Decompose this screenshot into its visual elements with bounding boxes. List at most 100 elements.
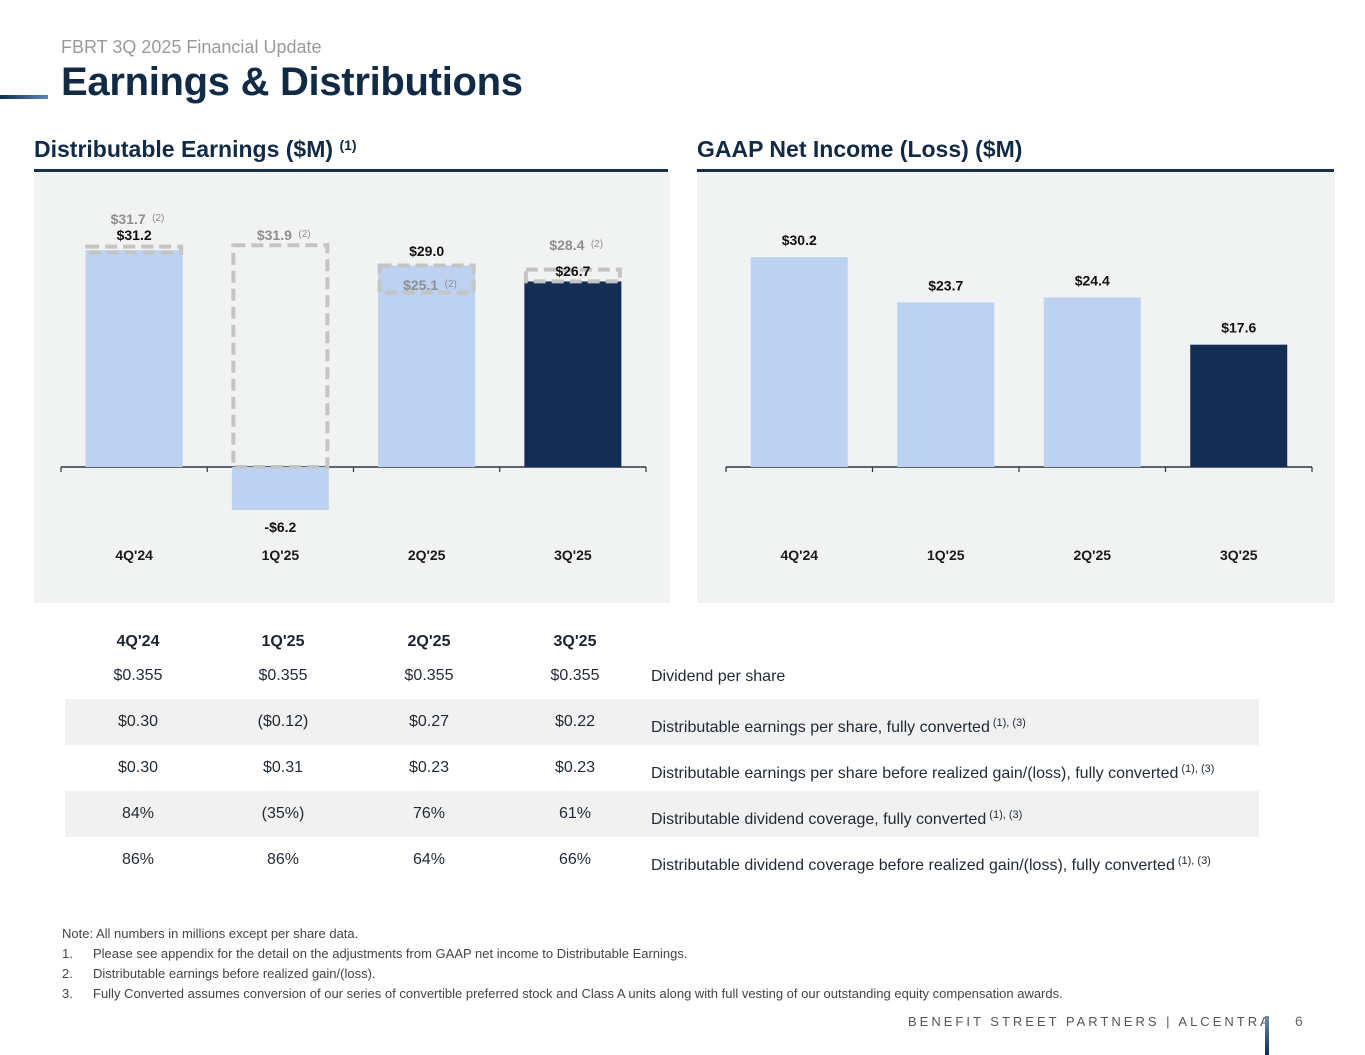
- table-header-3q25: 3Q'25: [553, 633, 597, 650]
- outline-value-label: $31.7: [111, 211, 146, 227]
- bar: [378, 265, 476, 467]
- table-cell: $0.30: [117, 759, 159, 776]
- footnote-number: 3.: [62, 986, 73, 1001]
- table-cell: $0.31: [262, 759, 304, 776]
- table-cell: $0.27: [408, 713, 450, 730]
- table-cell: $0.355: [404, 667, 454, 684]
- table-header-4q24: 4Q'24: [116, 633, 160, 650]
- bar-value-label: $29.0: [409, 243, 444, 259]
- footer-brand: BENEFIT STREET PARTNERS | ALCENTRA: [908, 1014, 1272, 1029]
- x-tick-label: 1Q'25: [262, 547, 300, 563]
- table-cell: 64%: [412, 851, 446, 868]
- table-row: $0.30 ($0.12) $0.27 $0.22 Distributable earn…: [65, 699, 1259, 745]
- title-accent-line: [0, 95, 48, 99]
- outline-footnote: (2): [298, 229, 310, 240]
- footnote-text: Please see appendix for the detail on th…: [93, 946, 688, 961]
- table-cell: ($0.12): [257, 713, 309, 730]
- bar-value-label: $31.2: [117, 227, 152, 243]
- outline-bar: [231, 243, 330, 469]
- table-cell: 86%: [121, 851, 155, 868]
- outline-value-label: $25.1: [403, 277, 438, 293]
- distributable-earnings-heading: Distributable Earnings ($M) (1): [34, 136, 357, 163]
- table-cell: $0.30: [117, 713, 159, 730]
- table-cell: $0.22: [554, 713, 596, 730]
- section-rule-left: [34, 169, 668, 172]
- row-label: Dividend per share: [651, 653, 785, 699]
- x-tick-label: 2Q'25: [408, 547, 446, 563]
- row-label-text: Dividend per share: [651, 668, 786, 685]
- presentation-subtitle: FBRT 3Q 2025 Financial Update: [61, 37, 322, 57]
- table-header-2q25: 2Q'25: [407, 633, 451, 650]
- outline-value-label: $28.4: [549, 237, 584, 253]
- footnote-3: 3. Fully Converted assumes conversion of …: [62, 984, 1063, 1004]
- outline-footnote: (2): [152, 213, 164, 224]
- outline-value-label: $31.9: [257, 227, 292, 243]
- table-cell: $0.355: [550, 667, 600, 684]
- footnote-number: 2.: [62, 966, 73, 981]
- table-cell: $0.355: [113, 667, 163, 684]
- bar-value-label: $26.7: [555, 263, 590, 279]
- table-cell: 61%: [558, 805, 592, 822]
- section-rule-right: [697, 169, 1334, 172]
- gaap-net-income-chart: 4Q'24 $30.2 1Q'25 $23.7 2Q'25 $24.4 3Q'25 $17.6: [725, 232, 1313, 563]
- bar-value-label: $30.2: [782, 232, 817, 248]
- bar-value-label: $23.7: [928, 277, 963, 293]
- footer-accent-bar: [1265, 1016, 1269, 1055]
- table-cell: 76%: [412, 805, 446, 822]
- footnote-2: 2. Distributable earnings before realized…: [62, 964, 1063, 984]
- row-label-footnote: (1), (3): [1177, 855, 1211, 867]
- bar-value-label: -$6.2: [264, 519, 296, 535]
- outline-footnote: (2): [445, 279, 457, 290]
- outline-footnote: (2): [591, 239, 603, 250]
- row-label: Distributable dividend coverage before r…: [651, 837, 1211, 883]
- row-label-text: Distributable dividend coverage before r…: [651, 857, 1175, 874]
- bar: [897, 302, 995, 467]
- x-tick-label: 1Q'25: [927, 547, 965, 563]
- gaap-net-income-title: GAAP Net Income (Loss) ($M): [697, 136, 1023, 162]
- x-tick-label: 4Q'24: [780, 547, 818, 563]
- bar: [1190, 344, 1288, 467]
- outline-bar: [523, 267, 622, 284]
- bar: [750, 257, 848, 467]
- table-cell: 86%: [266, 851, 300, 868]
- bar: [231, 467, 329, 511]
- footnote-1: 1. Please see appendix for the detail on …: [62, 944, 1063, 964]
- row-label-text: Distributable earnings per share, fully …: [651, 719, 990, 736]
- row-label: Distributable earnings per share before …: [651, 745, 1214, 791]
- table-row: $0.355 $0.355 $0.355 $0.355 Dividend per sha…: [65, 653, 1259, 699]
- bar: [524, 281, 622, 467]
- row-label: Distributable dividend coverage, fully c…: [651, 791, 1022, 837]
- x-tick-label: 4Q'24: [115, 547, 153, 563]
- page-title: Earnings & Distributions: [61, 60, 523, 104]
- distributable-earnings-footnote: (1): [339, 137, 357, 153]
- bar: [1043, 297, 1141, 467]
- x-tick-label: 3Q'25: [1220, 547, 1258, 563]
- outline-bar: [85, 244, 184, 255]
- distributable-earnings-chart: 4Q'24 $31.2$31.7 (2) 1Q'25 -$6.2 $31.9 (2) 2Q'2…: [60, 211, 647, 563]
- footnote-intro: Note: All numbers in millions except per…: [62, 926, 359, 941]
- bar-value-label: $17.6: [1221, 320, 1256, 336]
- distributable-earnings-title: Distributable Earnings ($M): [34, 136, 334, 162]
- row-label-footnote: (1), (3): [1181, 763, 1215, 775]
- row-label-text: Distributable dividend coverage, fully c…: [651, 811, 987, 828]
- x-tick-label: 3Q'25: [554, 547, 592, 563]
- table-cell: 84%: [121, 805, 155, 822]
- footnotes: Note: All numbers in millions except per…: [62, 924, 1063, 1004]
- table-row: $0.30 $0.31 $0.23 $0.23 Distributable earnin…: [65, 745, 1259, 791]
- gaap-net-income-heading: GAAP Net Income (Loss) ($M): [697, 136, 1022, 163]
- row-label-footnote: (1), (3): [992, 717, 1026, 729]
- footnote-text: Fully Converted assumes conversion of ou…: [93, 986, 1063, 1001]
- page-number: 6: [1295, 1013, 1303, 1029]
- bar: [85, 250, 183, 467]
- footnote-number: 1.: [62, 946, 73, 961]
- table-cell: (35%): [261, 805, 305, 822]
- outline-bar: [377, 263, 476, 295]
- footnote-text: Distributable earnings before realized g…: [93, 966, 376, 981]
- row-label-footnote: (1), (3): [989, 809, 1023, 821]
- row-label: Distributable earnings per share, fully …: [651, 699, 1026, 745]
- table-row: 86% 86% 64% 66% Distributable dividend cover…: [65, 837, 1259, 883]
- table-cell: 66%: [558, 851, 592, 868]
- table-cell: $0.23: [408, 759, 450, 776]
- table-row: 84% (35%) 76% 61% Distributable dividend cov…: [65, 791, 1259, 837]
- bar-value-label: $24.4: [1075, 272, 1110, 288]
